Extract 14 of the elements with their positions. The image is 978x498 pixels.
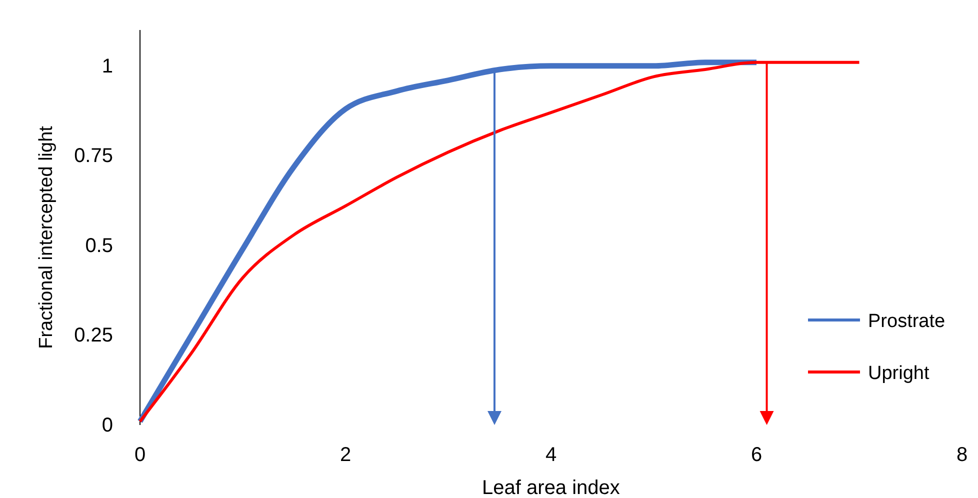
y-tick-label: 0 (102, 414, 113, 436)
y-tick-label: 0.25 (74, 324, 113, 347)
x-tick-label: 8 (956, 444, 968, 466)
y-tick-label: 1 (102, 55, 113, 78)
y-axis-title: Fractional intercepted light (36, 125, 57, 349)
y-tick-label: 0.5 (85, 234, 113, 257)
x-tick-label: 4 (545, 444, 557, 466)
x-tick-label: 6 (750, 444, 762, 466)
legend-label: Upright (868, 363, 930, 384)
x-tick-label: 2 (340, 444, 352, 466)
x-tick-label: 0 (134, 444, 146, 466)
x-axis-title: Leaf area index (482, 477, 620, 498)
legend-label: Prostrate (868, 311, 946, 332)
y-tick-label: 0.75 (74, 145, 113, 168)
